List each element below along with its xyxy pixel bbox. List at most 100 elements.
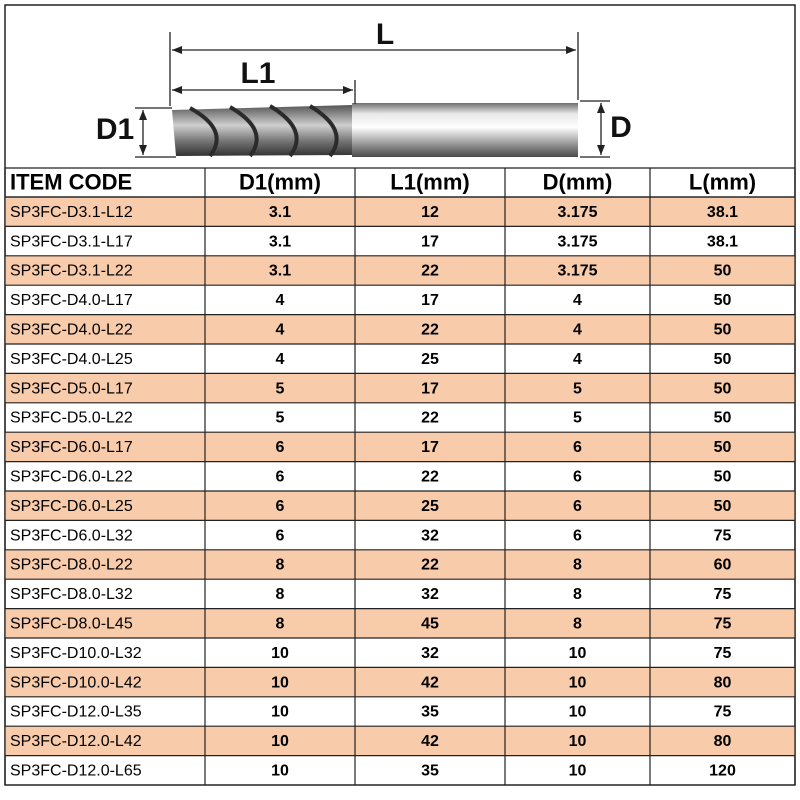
value-cell: 3.1 xyxy=(269,204,291,221)
value-cell: 50 xyxy=(714,469,732,486)
value-cell: 80 xyxy=(714,674,732,691)
row-highlight xyxy=(5,197,795,227)
value-cell: 6 xyxy=(573,498,582,515)
item-code: SP3FC-D10.0-L32 xyxy=(10,645,142,662)
cutting-diameter-label: D1 xyxy=(96,113,134,146)
value-cell: 45 xyxy=(421,616,439,633)
value-cell: 50 xyxy=(714,380,732,397)
value-cell: 3.175 xyxy=(557,204,597,221)
value-cell: 10 xyxy=(569,645,587,662)
value-cell: 17 xyxy=(421,439,439,456)
value-cell: 3.1 xyxy=(269,233,291,250)
value-cell: 17 xyxy=(421,380,439,397)
value-cell: 17 xyxy=(421,292,439,309)
row-highlight xyxy=(5,373,795,403)
row-highlight xyxy=(5,667,795,697)
value-cell: 22 xyxy=(421,322,439,339)
row-highlight xyxy=(5,549,795,580)
value-cell: 42 xyxy=(421,674,439,691)
value-cell: 8 xyxy=(573,616,582,633)
value-cell: 10 xyxy=(271,733,289,750)
header-cell: D(mm) xyxy=(543,169,613,194)
shank xyxy=(352,103,578,157)
header-cell: ITEM CODE xyxy=(10,169,132,194)
value-cell: 50 xyxy=(714,292,732,309)
value-cell: 120 xyxy=(709,763,736,780)
flute-length-label: L1 xyxy=(240,57,275,90)
item-code: SP3FC-D4.0-L25 xyxy=(10,351,133,368)
value-cell: 8 xyxy=(276,586,285,603)
value-cell: 75 xyxy=(714,616,732,633)
value-cell: 75 xyxy=(714,527,732,544)
item-code: SP3FC-D6.0-L32 xyxy=(10,527,133,544)
value-cell: 38.1 xyxy=(707,233,738,250)
value-cell: 32 xyxy=(421,527,439,544)
value-cell: 38.1 xyxy=(707,204,738,221)
value-cell: 5 xyxy=(276,410,285,427)
item-code: SP3FC-D3.1-L17 xyxy=(10,233,133,250)
value-cell: 42 xyxy=(421,733,439,750)
row-highlight xyxy=(5,432,795,462)
item-code: SP3FC-D6.0-L17 xyxy=(10,439,133,456)
value-cell: 10 xyxy=(569,674,587,691)
value-cell: 3.175 xyxy=(557,263,597,280)
value-cell: 4 xyxy=(276,351,285,368)
value-cell: 6 xyxy=(573,527,582,544)
flute-helix xyxy=(189,104,339,158)
value-cell: 75 xyxy=(714,586,732,603)
row-highlight xyxy=(5,608,795,638)
item-code: SP3FC-D4.0-L22 xyxy=(10,322,133,339)
value-cell: 32 xyxy=(421,586,439,603)
value-cell: 50 xyxy=(714,410,732,427)
item-code: SP3FC-D12.0-L65 xyxy=(10,763,142,780)
value-cell: 12 xyxy=(421,204,439,221)
value-cell: 5 xyxy=(573,410,582,427)
value-cell: 10 xyxy=(271,645,289,662)
item-code: SP3FC-D3.1-L12 xyxy=(10,204,133,221)
value-cell: 6 xyxy=(573,439,582,456)
value-cell: 22 xyxy=(421,557,439,574)
value-cell: 22 xyxy=(421,469,439,486)
header-cell: D1(mm) xyxy=(239,169,321,194)
value-cell: 5 xyxy=(573,380,582,397)
value-cell: 50 xyxy=(714,439,732,456)
item-code: SP3FC-D8.0-L32 xyxy=(10,586,133,603)
item-code: SP3FC-D10.0-L42 xyxy=(10,674,142,691)
value-cell: 4 xyxy=(276,292,285,309)
value-cell: 6 xyxy=(276,527,285,544)
value-cell: 5 xyxy=(276,380,285,397)
value-cell: 3.175 xyxy=(557,233,597,250)
value-cell: 75 xyxy=(714,645,732,662)
row-highlight xyxy=(5,255,795,286)
item-code: SP3FC-D5.0-L17 xyxy=(10,380,133,397)
header-cell: L(mm) xyxy=(689,169,756,194)
value-cell: 35 xyxy=(421,763,439,780)
value-cell: 6 xyxy=(276,498,285,515)
item-code: SP3FC-D12.0-L42 xyxy=(10,733,142,750)
value-cell: 17 xyxy=(421,233,439,250)
value-cell: 10 xyxy=(271,704,289,721)
value-cell: 8 xyxy=(573,586,582,603)
item-code: SP3FC-D8.0-L22 xyxy=(10,557,133,574)
value-cell: 10 xyxy=(569,704,587,721)
value-cell: 3.1 xyxy=(269,263,291,280)
spec-table: ITEM CODE D1(mm) L1(mm) D(mm) L(mm) SP3FC-D3.… xyxy=(4,167,796,785)
value-cell: 50 xyxy=(714,263,732,280)
value-cell: 4 xyxy=(573,351,582,368)
item-code: SP3FC-D6.0-L25 xyxy=(10,498,133,515)
value-cell: 8 xyxy=(276,557,285,574)
value-cell: 50 xyxy=(714,322,732,339)
value-cell: 6 xyxy=(276,469,285,486)
value-cell: 8 xyxy=(573,557,582,574)
value-cell: 50 xyxy=(714,351,732,368)
value-cell: 22 xyxy=(421,410,439,427)
value-cell: 4 xyxy=(573,322,582,339)
item-code: SP3FC-D8.0-L45 xyxy=(10,616,133,633)
value-cell: 4 xyxy=(573,292,582,309)
row-highlight xyxy=(5,726,795,756)
item-code: SP3FC-D5.0-L22 xyxy=(10,410,133,427)
value-cell: 22 xyxy=(421,263,439,280)
value-cell: 10 xyxy=(569,733,587,750)
value-cell: 6 xyxy=(276,439,285,456)
